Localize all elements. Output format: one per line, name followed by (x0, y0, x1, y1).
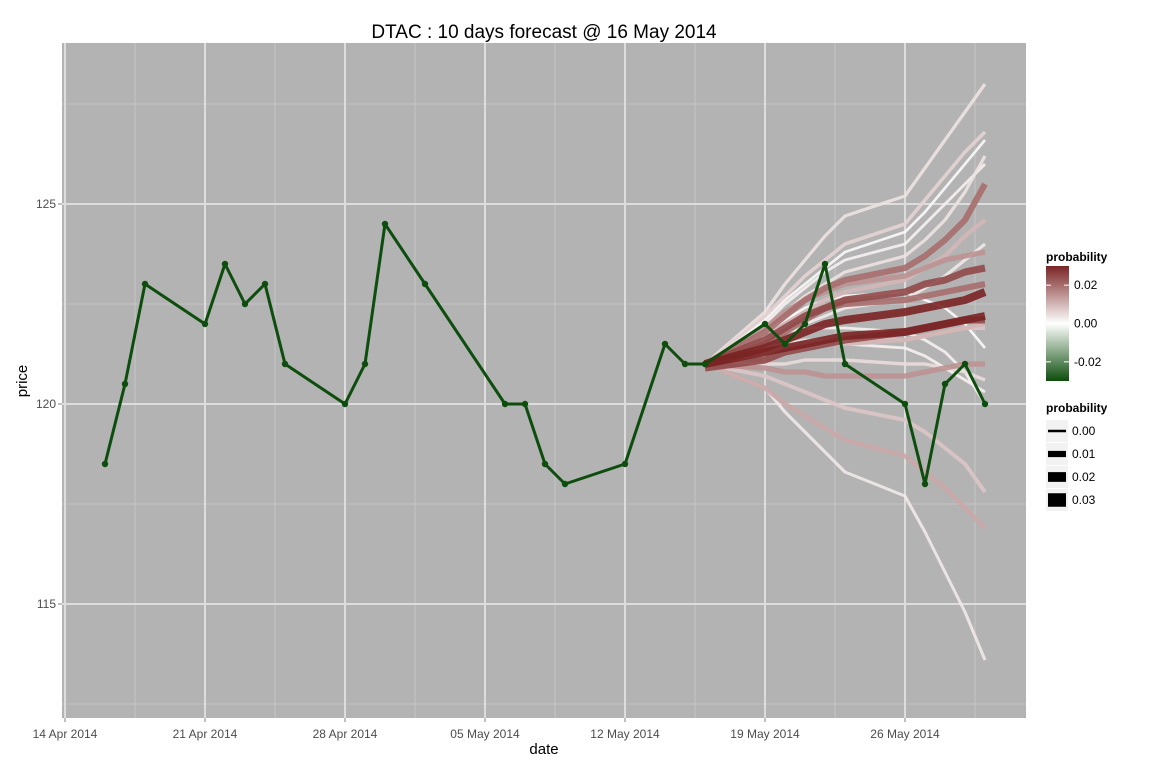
color-legend-label: -0.02 (1074, 355, 1102, 369)
forecast-line (703, 249, 986, 367)
price-point (681, 360, 689, 368)
price-series (101, 220, 989, 488)
price-point (221, 260, 229, 268)
forecast-line (703, 130, 987, 366)
y-tick-label: 115 (37, 597, 56, 611)
x-tick-labels: 14 Apr 2014 21 Apr 2014 28 Apr 2014 05 May … (33, 727, 940, 741)
forecast-line (704, 362, 987, 661)
price-point (801, 320, 809, 328)
price-point (521, 400, 529, 408)
forecast-line (704, 312, 986, 368)
price-point (701, 360, 709, 368)
forecast-line (704, 361, 985, 379)
x-tick-label: 26 May 2014 (870, 727, 940, 741)
color-legend-label: 0.00 (1074, 317, 1098, 331)
major-gridlines (62, 43, 1026, 718)
price-point (421, 280, 429, 288)
y-tick-label: 120 (36, 397, 56, 411)
plot-panel (62, 43, 1026, 718)
forecast-line (703, 83, 987, 366)
price-point (341, 400, 349, 408)
price-point (781, 340, 789, 348)
forecast-line (703, 288, 987, 368)
forecast-line (704, 139, 987, 366)
y-axis-title: price (14, 365, 31, 398)
price-point (901, 400, 909, 408)
x-tick-label: 28 Apr 2014 (313, 727, 378, 741)
price-point (141, 280, 149, 288)
axis-ticks (58, 203, 906, 722)
x-tick-label: 05 May 2014 (450, 727, 520, 741)
price-point (501, 400, 509, 408)
price-point (621, 460, 629, 468)
size-legend-label: 0.03 (1072, 493, 1096, 507)
size-legend-label: 0.01 (1072, 447, 1096, 461)
price-point (921, 480, 929, 488)
price-point (541, 460, 549, 468)
price-point (201, 320, 209, 328)
x-tick-label: 12 May 2014 (590, 727, 660, 741)
price-point (121, 380, 129, 388)
price-point (261, 280, 269, 288)
forecast-line (704, 362, 987, 494)
price-point (941, 380, 949, 388)
y-tick-labels: 115 120 125 (36, 197, 56, 611)
price-point (821, 260, 829, 268)
forecast-line (704, 162, 987, 366)
price-point (101, 460, 109, 468)
x-tick-label: 21 Apr 2014 (173, 727, 238, 741)
color-legend-title: probability (1046, 250, 1108, 264)
size-legend-label: 0.00 (1072, 424, 1096, 438)
x-axis-title: date (529, 741, 558, 758)
price-point (981, 400, 989, 408)
price-point (761, 320, 769, 328)
color-legend-bar (1046, 266, 1069, 381)
size-legend-label: 0.02 (1072, 470, 1096, 484)
price-point (561, 480, 569, 488)
price-point (961, 360, 969, 368)
size-legend: probability 0.00 0.01 0.02 0.03 (1046, 401, 1108, 511)
price-point (841, 360, 849, 368)
price-point (661, 340, 669, 348)
y-tick-label: 125 (36, 197, 56, 211)
x-tick-label: 14 Apr 2014 (33, 727, 98, 741)
size-legend-title: probability (1046, 401, 1108, 415)
forecast-line (703, 264, 986, 368)
price-point (361, 360, 369, 368)
chart-title: DTAC : 10 days forecast @ 16 May 2014 (371, 22, 717, 43)
x-tick-label: 19 May 2014 (730, 727, 800, 741)
color-legend: probability 0.02 0.00 -0.02 (1046, 250, 1108, 381)
price-point (281, 360, 289, 368)
forecast-line (704, 361, 987, 530)
price-point (241, 300, 249, 308)
color-legend-label: 0.02 (1074, 278, 1098, 292)
forecast-line (703, 182, 988, 367)
price-line (103, 222, 987, 486)
price-point (381, 220, 389, 228)
